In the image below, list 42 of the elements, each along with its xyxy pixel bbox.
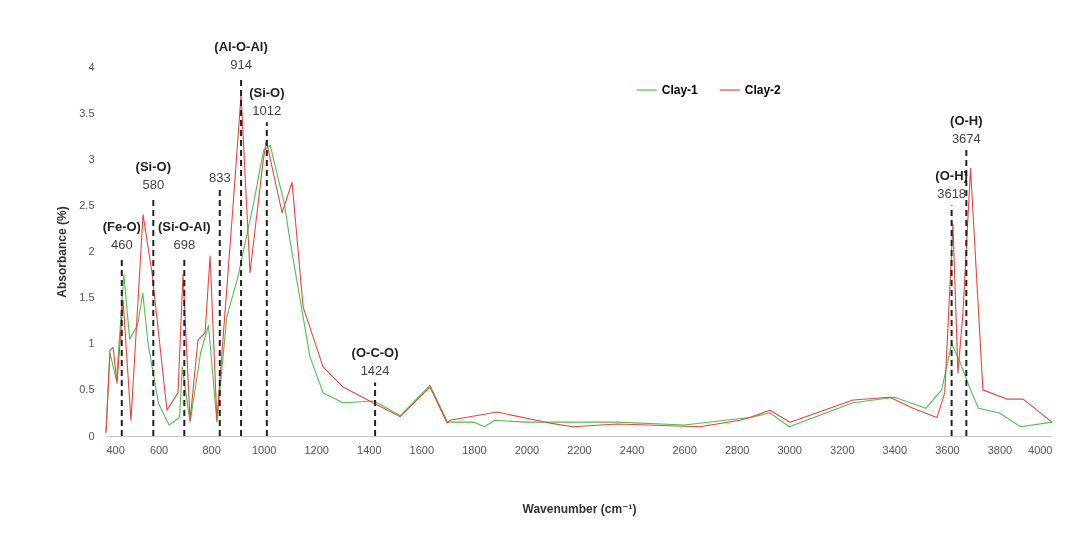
y-tick-label: 0 xyxy=(88,429,95,442)
ref-line-label: (Si-O-Al) 698 xyxy=(157,219,211,253)
y-tick-label: 0.5 xyxy=(79,383,95,396)
x-tick-label: 400 xyxy=(106,443,125,456)
x-tick-label: 3000 xyxy=(777,443,802,456)
x-tick-label: 1800 xyxy=(462,443,487,456)
x-tick-label: 800 xyxy=(202,443,221,456)
x-tick-label: 4000 xyxy=(1028,443,1053,456)
x-tick-label: 2800 xyxy=(724,443,750,456)
y-tick-label: 3.5 xyxy=(79,106,95,119)
y-tick-label: 2.5 xyxy=(79,198,95,211)
x-axis-title: Wavenumber (cm⁻¹) xyxy=(522,501,637,516)
x-tick-label: 2000 xyxy=(514,443,540,456)
x-tick-label: 2200 xyxy=(567,443,592,456)
x-tick-label: 1200 xyxy=(304,443,329,456)
y-tick-label: 4 xyxy=(88,60,95,73)
x-tick-label: 2400 xyxy=(619,443,645,456)
ref-line-label: (Si-O) 580 xyxy=(135,159,171,193)
x-tick-label: 3800 xyxy=(987,443,1013,456)
ref-line-label: (Fe-O) 460 xyxy=(102,219,141,253)
y-tick-label: 2 xyxy=(88,245,95,257)
x-tick-label: 1600 xyxy=(409,443,435,456)
line-series xyxy=(105,144,1053,432)
y-axis-title: Absorbance (%) xyxy=(55,206,70,298)
ref-line-label: (O-H) 3618 xyxy=(935,168,968,202)
x-tick-label: 600 xyxy=(149,443,169,456)
x-tick-label: 3200 xyxy=(830,443,855,456)
x-tick-label: 1000 xyxy=(251,443,277,456)
x-tick-label: 3600 xyxy=(935,443,960,456)
ref-line-label: (O-H) 3674 xyxy=(950,113,983,147)
x-tick-label: 2600 xyxy=(672,443,697,456)
ref-line-label: 833 xyxy=(208,169,231,185)
ref-line-label: (Si-O) 1012 xyxy=(249,85,285,119)
x-tick-label: 3400 xyxy=(882,443,908,456)
ref-line-label: (O-C-O) 1424 xyxy=(351,345,399,379)
ref-line-label: (Al-O-Al) 914 xyxy=(214,39,268,73)
legend-label: Clay-2 xyxy=(744,83,782,97)
legend-label: Clay-1 xyxy=(661,83,699,97)
y-tick-label: 1.5 xyxy=(79,291,95,304)
y-tick-label: 3 xyxy=(88,152,95,165)
x-tick-label: 1400 xyxy=(357,443,382,456)
y-tick-label: 1 xyxy=(88,337,95,350)
